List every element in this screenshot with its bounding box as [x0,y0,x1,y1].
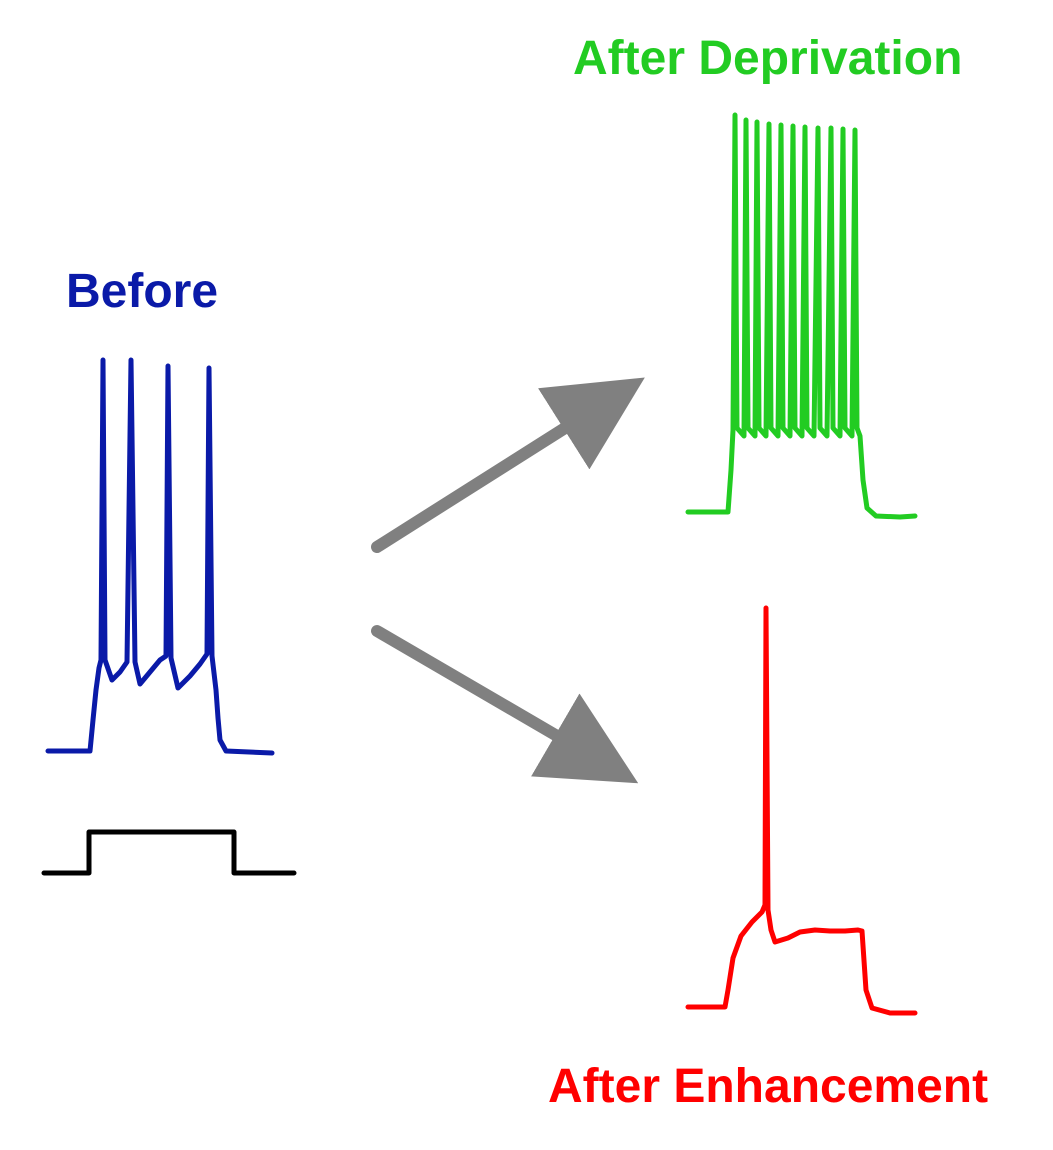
arrow-to-enhancement [371,625,639,784]
before-label: Before [66,265,219,318]
after-enhancement-label: After Enhancement [548,1060,989,1113]
after-deprivation-label: After Deprivation [573,32,963,85]
after-enhancement-voltage-trace [685,605,918,1016]
after-deprivation-voltage-trace [685,112,918,520]
stimulus-step-trace [41,829,297,876]
before-voltage-trace [45,357,275,756]
arrow-to-deprivation [371,377,645,553]
